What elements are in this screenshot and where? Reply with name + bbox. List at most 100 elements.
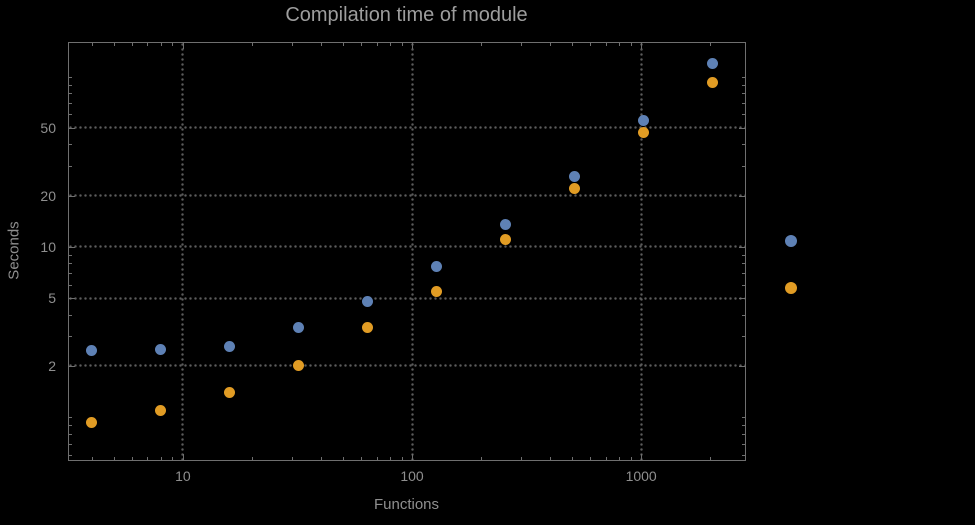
tick-mark [69,298,75,300]
tick-mark [69,263,72,265]
tick-mark [605,457,607,460]
x-axis-label: Functions [373,496,440,513]
tick-mark [742,454,745,456]
tick-mark [742,103,745,105]
tick-mark [343,457,345,460]
v-gridline [410,42,414,460]
tick-mark [739,365,745,367]
data-point-series-2 [706,77,718,89]
y-tick-label: 50 [40,119,56,136]
tick-mark [147,43,149,46]
tick-mark [182,454,184,460]
plot-frame [68,42,746,461]
tick-mark [113,43,115,46]
tick-mark [69,114,72,116]
tick-mark [292,457,294,460]
tick-mark [412,454,414,460]
tick-mark [549,43,551,46]
data-point-series-1 [500,219,512,231]
tick-mark [69,284,72,286]
h-gridline [68,296,745,300]
tick-mark [605,43,607,46]
tick-mark [69,127,75,129]
data-point-series-2 [155,404,167,416]
tick-mark [172,457,174,460]
tick-mark [292,43,294,46]
tick-mark [739,298,745,300]
tick-mark [549,457,551,460]
tick-mark [618,457,620,460]
data-point-series-2 [569,183,581,195]
data-point-series-1 [293,322,305,334]
tick-mark [742,84,745,86]
tick-mark [521,457,523,460]
tick-mark [389,43,391,46]
data-point-series-2 [293,360,305,372]
data-point-series-1 [224,341,236,352]
y-axis-label: Seconds [5,221,23,280]
tick-mark [742,254,745,256]
data-point-series-2 [638,127,649,139]
tick-mark [742,165,745,167]
data-point-series-1 [569,170,581,182]
tick-mark [69,433,72,435]
tick-mark [739,246,745,248]
chart-title: Compilation time of module [285,4,528,26]
data-point-series-2 [224,386,236,398]
tick-mark [590,43,592,46]
legend-marker-series-1 [785,235,797,247]
tick-mark [742,93,745,95]
tick-mark [376,457,378,460]
tick-mark [320,457,322,460]
tick-mark [251,457,253,460]
tick-mark [401,43,403,46]
h-gridline [68,126,745,130]
tick-mark [710,457,712,460]
tick-mark [742,424,745,426]
tick-mark [69,246,75,248]
tick-mark [69,93,72,95]
data-point-series-1 [155,343,167,355]
y-tick-label: 5 [48,290,56,307]
tick-mark [521,43,523,46]
tick-mark [69,273,72,275]
tick-mark [481,457,482,460]
y-tick-label: 20 [40,187,56,204]
tick-mark [742,417,745,419]
tick-mark [69,84,72,86]
y-tick-label: 2 [48,357,56,374]
tick-mark [147,457,149,460]
tick-mark [739,195,745,197]
tick-mark [160,43,162,46]
tick-mark [320,43,322,46]
data-point-series-1 [706,57,718,69]
tick-mark [742,314,745,316]
data-point-series-2 [431,285,443,297]
tick-mark [343,43,345,46]
tick-mark [69,365,75,367]
v-gridline [639,42,643,460]
tick-mark [69,424,72,426]
tick-mark [69,314,72,316]
data-point-series-2 [86,417,98,428]
tick-mark [742,144,745,146]
tick-mark [742,76,745,78]
tick-mark [710,43,712,46]
tick-mark [132,457,134,460]
tick-mark [69,254,72,256]
data-point-series-1 [638,115,649,127]
tick-mark [251,43,253,46]
tick-mark [641,43,643,49]
data-point-series-2 [500,234,512,246]
tick-mark [69,144,72,146]
tick-mark [69,195,75,197]
data-point-series-1 [431,260,443,272]
data-point-series-1 [86,345,98,357]
legend-marker-series-2 [785,282,797,294]
x-tick-label: 1000 [625,468,657,484]
tick-mark [742,273,745,275]
tick-mark [69,335,72,337]
tick-mark [361,43,363,46]
tick-mark [389,457,391,460]
x-tick-label: 100 [400,468,424,484]
